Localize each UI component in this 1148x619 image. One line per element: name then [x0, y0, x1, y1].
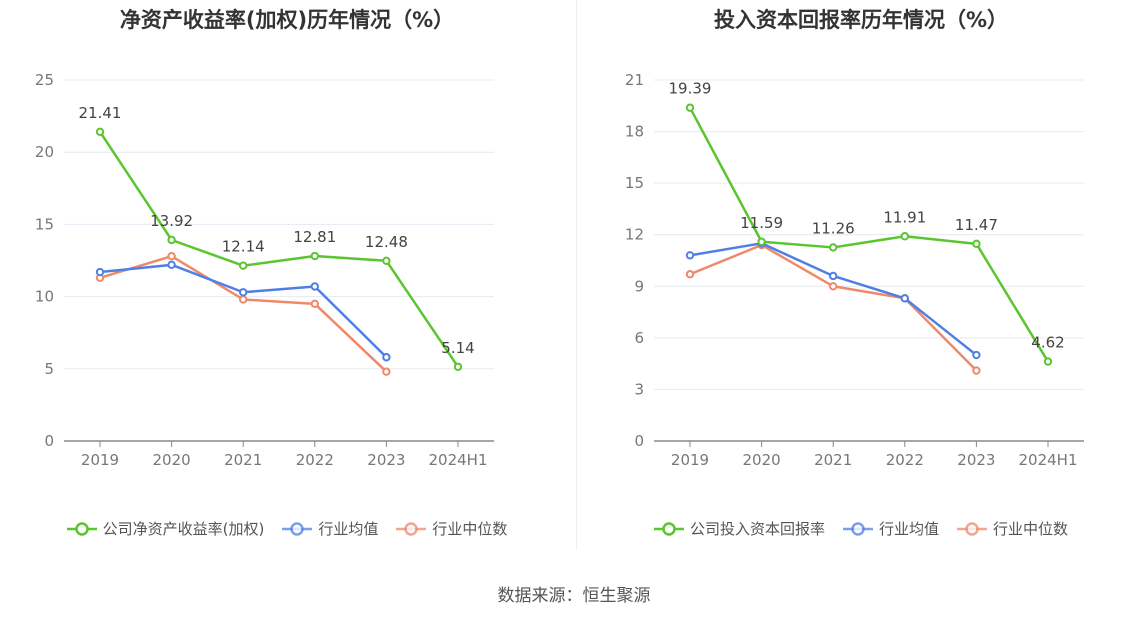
data-point-company	[453, 362, 463, 371]
data-point-avg	[685, 251, 695, 260]
legend-label: 行业中位数	[432, 520, 508, 538]
data-point-company	[382, 256, 391, 265]
y-tick-label: 12	[625, 226, 644, 244]
data-label: 11.26	[812, 219, 855, 237]
data-label: 11.59	[740, 214, 783, 232]
x-tick-label: 2024H1	[429, 451, 488, 469]
data-point-median	[829, 282, 838, 291]
data-point-avg	[382, 353, 391, 362]
chart-panel-roic: 投入资本回报率历年情况（%） 0 3 6 9 12 15 18 21 2019 2020 2021 2…	[574, 0, 1148, 560]
y-tick-label: 15	[35, 215, 54, 233]
data-label: 11.91	[883, 208, 926, 226]
y-tick-label: 20	[35, 143, 54, 161]
chart-title: 投入资本回报率历年情况（%）	[713, 8, 1009, 32]
legend-label: 行业中位数	[993, 520, 1069, 538]
legend-label: 行业均值	[878, 520, 939, 538]
data-label: 12.81	[293, 228, 336, 246]
x-tick-label: 2021	[224, 451, 262, 469]
data-point-median	[239, 295, 248, 304]
panel-divider	[576, 0, 577, 550]
legend-marker-icon	[842, 521, 873, 536]
data-point-avg	[972, 350, 981, 360]
data-label: 21.41	[79, 104, 122, 122]
x-tick-label: 2020	[153, 451, 191, 469]
y-tick-label: 21	[625, 71, 644, 89]
series-line-company	[688, 107, 1050, 363]
legend-marker-icon	[957, 521, 987, 536]
chart-legend: 公司净资产收益率(加权) 行业均值 行业中位数	[0, 518, 574, 539]
data-point-company	[310, 251, 319, 261]
legend-item-avg[interactable]: 行业均值	[282, 518, 378, 539]
data-label: 11.47	[955, 216, 998, 234]
data-source: 数据来源：恒生聚源	[497, 586, 651, 606]
x-tick-label: 2019	[81, 451, 119, 469]
x-tick-label: 2021	[814, 451, 852, 469]
legend-marker-icon	[396, 521, 427, 536]
data-point-company	[95, 127, 105, 137]
legend-marker-icon	[653, 521, 684, 536]
data-point-avg	[900, 294, 909, 303]
line-chart-roe: 0 5 10 15 20 25 2019 2020 2021 2022 2023 2024H1 21.4…	[35, 71, 494, 469]
legend-item-company[interactable]: 公司投入资本回报率	[653, 518, 825, 539]
data-point-avg	[310, 282, 319, 291]
data-point-avg	[167, 260, 176, 270]
data-point-company	[239, 261, 248, 270]
data-point-company	[1043, 357, 1053, 366]
legend-item-median[interactable]: 行业中位数	[957, 518, 1068, 539]
legend-label: 公司净资产收益率(加权)	[102, 520, 265, 538]
data-point-company	[685, 103, 695, 112]
x-tick-label: 2019	[671, 451, 709, 469]
legend-marker-icon	[282, 521, 313, 536]
x-tick-label: 2022	[886, 451, 924, 469]
y-tick-label: 5	[44, 360, 54, 378]
data-label: 13.92	[150, 212, 193, 230]
data-point-avg	[829, 271, 838, 281]
data-label: 19.39	[669, 80, 712, 98]
y-tick-label: 0	[44, 432, 54, 450]
y-tick-label: 25	[35, 71, 54, 89]
y-tick-label: 15	[625, 174, 644, 192]
data-point-avg	[95, 267, 105, 277]
chart-panel-roe: 净资产收益率(加权)历年情况（%） 0 5 10 15 20 25 2019 2020 2021…	[0, 0, 574, 560]
x-tick-label: 2023	[957, 451, 995, 469]
chart-legend: 公司投入资本回报率 行业均值 行业中位数	[574, 518, 1148, 539]
chart-title: 净资产收益率(加权)历年情况（%）	[119, 8, 455, 32]
legend-item-avg[interactable]: 行业均值	[842, 518, 939, 539]
y-tick-label: 6	[634, 329, 644, 347]
x-tick-label: 2023	[367, 451, 405, 469]
legend-marker-icon	[66, 521, 97, 536]
y-tick-label: 10	[35, 288, 54, 306]
data-point-company	[829, 243, 838, 252]
data-label: 5.14	[441, 339, 474, 357]
y-tick-label: 9	[634, 277, 644, 295]
data-point-company	[757, 237, 766, 246]
data-point-company	[972, 239, 981, 249]
data-point-company	[167, 235, 176, 245]
x-tick-label: 2024H1	[1019, 451, 1078, 469]
x-tick-label: 2020	[743, 451, 781, 469]
series-line-company	[98, 131, 460, 368]
x-tick-label: 2022	[296, 451, 334, 469]
y-tick-label: 3	[634, 380, 644, 398]
data-point-median	[972, 366, 981, 375]
y-tick-label: 0	[634, 432, 644, 450]
data-point-avg	[239, 288, 248, 297]
data-label: 12.48	[365, 233, 408, 251]
legend-label: 公司投入资本回报率	[689, 520, 825, 538]
line-chart-roic: 0 3 6 9 12 15 18 21 2019 2020 2021 2022 2023 2024H1 19…	[625, 71, 1084, 469]
data-label: 4.62	[1031, 334, 1064, 352]
data-point-median	[382, 367, 391, 376]
series-line-median	[689, 243, 978, 372]
legend-label: 行业均值	[318, 520, 379, 538]
data-point-median	[167, 251, 176, 261]
data-point-median	[310, 299, 319, 309]
legend-item-median[interactable]: 行业中位数	[396, 518, 507, 539]
data-label: 12.14	[222, 238, 265, 256]
data-point-company	[900, 232, 909, 241]
series-line-avg	[99, 263, 388, 359]
data-point-median	[685, 270, 695, 279]
legend-item-company[interactable]: 公司净资产收益率(加权)	[66, 518, 265, 539]
y-tick-label: 18	[625, 123, 644, 141]
